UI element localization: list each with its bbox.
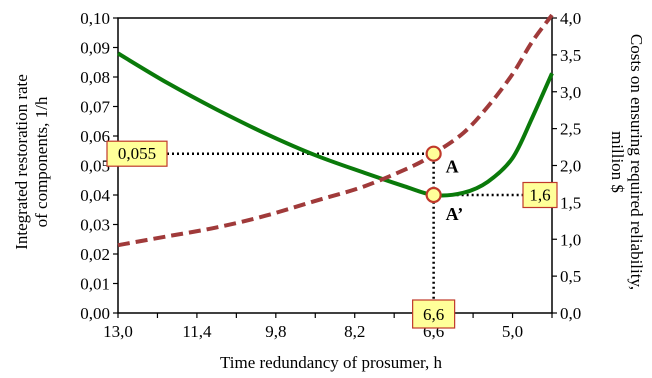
- x-axis-title: Time redundancy of prosumer, h: [220, 353, 443, 372]
- x-tick-label: 8,2: [344, 322, 365, 341]
- y-left-tick-label: 0,01: [80, 275, 110, 294]
- y-left-tick-label: 0,05: [80, 157, 110, 176]
- x-tick-label: 13,0: [103, 322, 133, 341]
- callout-box-right: [522, 181, 558, 209]
- y-left-tick-label: 0,00: [80, 304, 110, 323]
- y-left-axis-title-line1: Integrated restoration rate: [12, 74, 31, 250]
- callout-value-left: 0,055: [118, 144, 156, 163]
- y-right-axis-title-line1: Costs on ensuring required reliability,: [627, 34, 646, 290]
- y-right-tick-label: 1,0: [560, 230, 581, 249]
- y-left-axis-title-line2: of components, 1/h: [32, 96, 51, 227]
- y-right-tick-label: 0,5: [560, 267, 581, 286]
- x-tick-label: 9,8: [265, 322, 286, 341]
- y-left-tick-label: 0,08: [80, 68, 110, 87]
- x-tick-label: 5,0: [502, 322, 523, 341]
- y-left-tick-label: 0,06: [80, 127, 110, 146]
- y-left-tick-label: 0,02: [80, 245, 110, 264]
- y-left-tick-label: 0,07: [80, 98, 110, 117]
- point-a-label: A: [446, 157, 459, 177]
- x-tick-label: 11,4: [182, 322, 212, 341]
- y-left-tick-label: 0,09: [80, 39, 110, 58]
- y-right-tick-label: 1,5: [560, 193, 581, 212]
- y-right-tick-label: 3,5: [560, 46, 581, 65]
- point-a-prime-marker: [425, 186, 442, 204]
- callout-value-bottom: 6,6: [423, 305, 444, 324]
- y-left-tick-label: 0,10: [80, 9, 110, 28]
- y-right-tick-label: 2,0: [560, 157, 581, 176]
- callout-value-right: 1,6: [529, 186, 550, 205]
- point-a-marker: [425, 145, 442, 162]
- y-right-tick-label: 3,0: [560, 83, 581, 102]
- series-line-2: [117, 13, 554, 248]
- y-left-tick-label: 0,04: [80, 186, 110, 205]
- series-line-1: [116, 51, 554, 198]
- y-left-tick-label: 0,03: [80, 216, 110, 235]
- y-right-axis-title-line2: million $: [608, 131, 627, 193]
- plot-frame: [117, 17, 553, 314]
- callout-box-bottom: [412, 299, 456, 329]
- callout-box-left: [106, 140, 168, 167]
- y-right-tick-label: 2,5: [560, 120, 581, 139]
- point-a-prime-label: A’: [446, 204, 464, 224]
- y-right-tick-label: 4,0: [560, 9, 581, 28]
- y-right-tick-label: 0,0: [560, 304, 581, 323]
